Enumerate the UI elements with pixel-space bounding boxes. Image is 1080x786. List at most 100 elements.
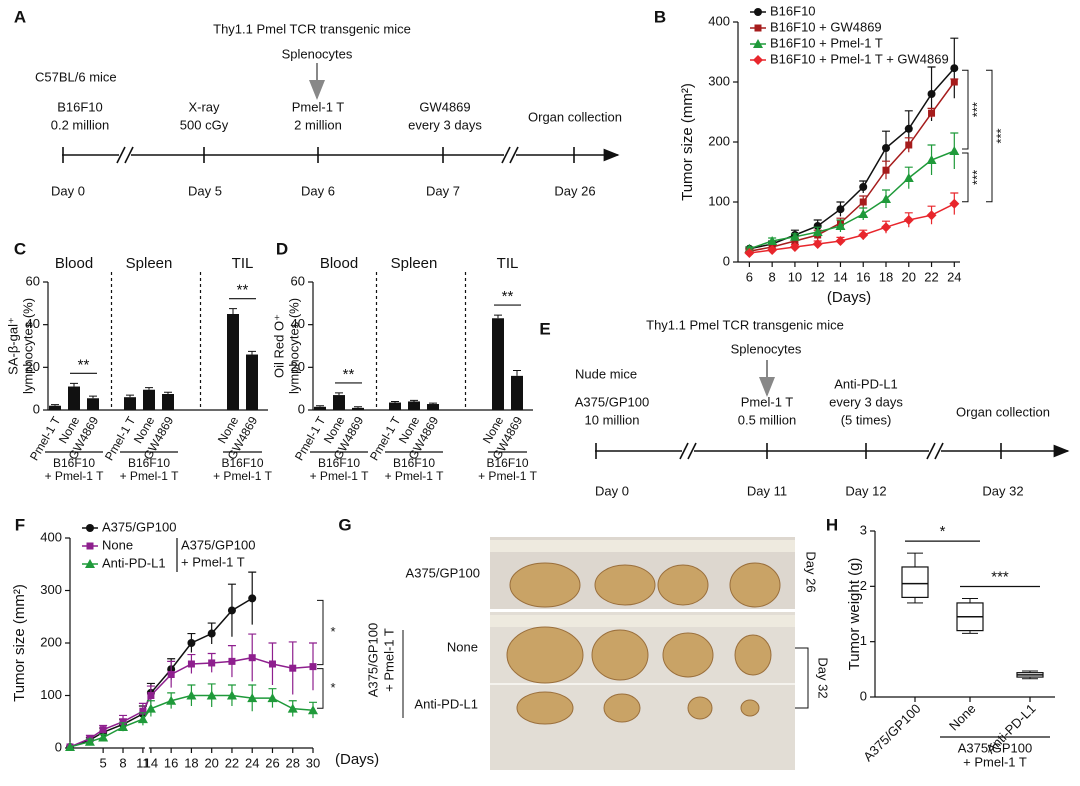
day-label: Day 7 <box>426 183 460 198</box>
bar <box>314 406 326 410</box>
y-tick-label: 400 <box>40 529 62 544</box>
day-label: Day 6 <box>301 183 335 198</box>
group-label: Spleen <box>126 255 173 272</box>
y-tick-label: 0 <box>298 401 305 416</box>
significance: * <box>940 523 946 540</box>
day-label: Day 5 <box>188 183 222 198</box>
day-label: Day 26 <box>804 551 819 592</box>
x-axis-label: (Days) <box>827 289 871 306</box>
group-sublabel: B16F10 <box>486 456 528 470</box>
axis-break <box>679 442 689 460</box>
marker <box>950 64 959 73</box>
marker <box>858 209 869 218</box>
x-tick-label: 5 <box>100 755 107 770</box>
y-axis-label: SA-β-gal⁺ <box>5 317 20 375</box>
error-bar <box>429 402 437 405</box>
bar <box>333 395 345 410</box>
marker <box>226 690 237 700</box>
timeline-host: Nude mice <box>575 366 637 381</box>
marker <box>949 146 960 155</box>
legend-label: A375/GP100 <box>102 519 176 534</box>
marker <box>767 236 778 245</box>
x-tick-label: 18 <box>184 755 198 770</box>
x-tick-label: 8 <box>769 269 776 284</box>
marker <box>903 215 914 225</box>
marker <box>904 124 913 133</box>
group-sublabel: + Pmel-1 T <box>45 469 104 483</box>
x-tick-label: 24 <box>947 269 961 284</box>
y-axis-label: lymphocytes (%) <box>286 298 301 394</box>
bar <box>124 397 136 410</box>
x-tick-label: 14 <box>144 755 158 770</box>
day-label: Day 32 <box>816 657 831 698</box>
significance-bracket <box>317 599 324 666</box>
error-bar <box>229 308 237 314</box>
axis-break <box>124 146 134 164</box>
timeline-note: Splenocytes <box>731 341 802 356</box>
group-sublabel: B16F10 <box>53 456 95 470</box>
marker <box>208 659 216 667</box>
marker <box>859 183 868 191</box>
error-bar <box>164 391 172 394</box>
marker <box>248 654 256 662</box>
significance: *** <box>993 128 1008 143</box>
significance: * <box>330 624 335 639</box>
axis-break <box>682 448 694 454</box>
x-tick-label: 22 <box>924 269 938 284</box>
marker <box>309 663 317 671</box>
y-tick-label: 200 <box>40 634 62 649</box>
significance: *** <box>969 170 984 185</box>
marker <box>147 692 155 699</box>
marker <box>268 660 276 668</box>
group-sublabel: + Pmel-1 T <box>478 469 537 483</box>
panel-label: G <box>338 515 351 534</box>
event-label: every 3 days <box>829 394 903 409</box>
bar <box>49 405 61 410</box>
legend-marker <box>753 55 763 65</box>
series-line <box>749 67 955 250</box>
marker <box>227 606 236 615</box>
marker <box>835 236 846 246</box>
y-tick-label: 0 <box>55 739 62 754</box>
y-tick-label: 40 <box>291 316 305 331</box>
error-bar <box>513 370 521 376</box>
x-tick-label: 6 <box>746 269 753 284</box>
tumor-photo <box>402 537 809 770</box>
marker <box>167 671 175 678</box>
timeline-note: Splenocytes <box>282 46 353 61</box>
marker <box>836 205 845 214</box>
legend-label: B16F10 + GW4869 <box>770 19 882 34</box>
group-label: Blood <box>55 255 93 272</box>
y-tick-label: 1 <box>860 633 867 648</box>
marker <box>287 703 298 713</box>
significance: ** <box>237 282 249 299</box>
error-bar <box>391 400 399 403</box>
bar <box>68 386 80 410</box>
x-tick-label: 22 <box>225 755 239 770</box>
legend-marker <box>753 39 763 48</box>
event-label: 0.2 million <box>51 117 110 132</box>
x-tick-label: A375/GP100 <box>860 701 923 764</box>
bar <box>492 318 504 410</box>
marker <box>187 639 196 647</box>
row-label: Anti-PD-L1 <box>414 696 478 711</box>
y-tick-label: 100 <box>708 193 730 208</box>
panel-label: H <box>826 515 838 534</box>
day-label: Day 32 <box>982 483 1023 498</box>
significance-bracket <box>962 69 969 150</box>
x-axis-label: (Days) <box>335 751 379 768</box>
x-tick-label: None <box>946 701 979 734</box>
group-sublabel: + Pmel-1 T <box>963 754 1027 769</box>
legend-marker <box>754 24 762 32</box>
group-sublabel: B16F10 <box>221 456 263 470</box>
marker <box>118 722 129 731</box>
marker <box>186 690 197 700</box>
marker <box>928 109 936 117</box>
marker <box>950 78 958 86</box>
x-tick-label: 20 <box>204 755 218 770</box>
marker <box>926 155 937 164</box>
marker <box>926 210 937 221</box>
bar <box>87 398 99 410</box>
group-label: TIL <box>232 255 254 272</box>
